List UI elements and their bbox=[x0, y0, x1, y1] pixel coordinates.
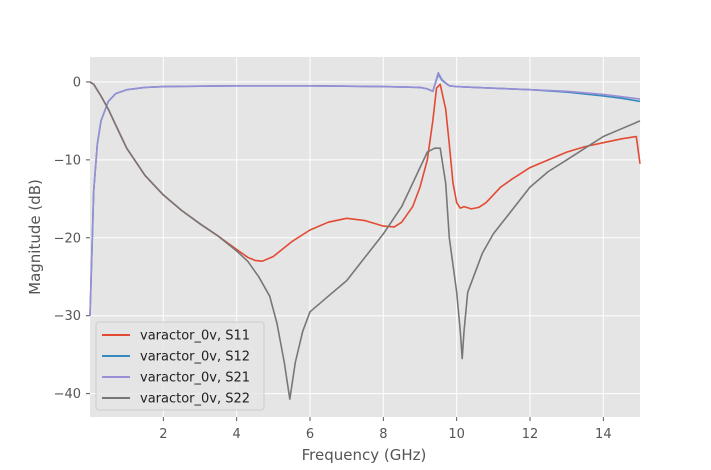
y-tick-label: −30 bbox=[54, 309, 81, 324]
x-tick-label: 12 bbox=[522, 427, 539, 442]
grid-lines bbox=[90, 57, 640, 417]
x-tick-label: 6 bbox=[306, 427, 314, 442]
legend-label-1: varactor_0v, S11 bbox=[140, 329, 250, 344]
x-tick-label: 8 bbox=[379, 427, 387, 442]
x-axis-ticks: 2 4 6 8 10 12 14 bbox=[159, 417, 612, 442]
legend-label-3: varactor_0v, S21 bbox=[140, 371, 250, 386]
x-tick-label: 2 bbox=[159, 427, 167, 442]
series-line-4 bbox=[89, 81, 641, 400]
y-tick-label: −10 bbox=[54, 153, 81, 168]
legend-label-4: varactor_0v, S22 bbox=[140, 392, 250, 407]
series-line-3 bbox=[89, 71, 641, 316]
x-tick-label: 14 bbox=[595, 427, 612, 442]
y-tick-label: −40 bbox=[54, 387, 81, 402]
legend: varactor_0v, S11 varactor_0v, S12 varactor… bbox=[95, 321, 265, 411]
y-axis-label: Magnitude (dB) bbox=[26, 179, 44, 295]
legend-box bbox=[95, 321, 265, 411]
legend-label-2: varactor_0v, S12 bbox=[140, 350, 250, 365]
series-layer bbox=[89, 71, 641, 400]
x-tick-label: 10 bbox=[448, 427, 465, 442]
y-tick-label: 0 bbox=[73, 75, 81, 90]
y-axis-ticks: 0 −10 −20 −30 −40 bbox=[54, 75, 90, 402]
x-tick-label: 4 bbox=[233, 427, 241, 442]
y-tick-label: −20 bbox=[54, 231, 81, 246]
x-axis-label: Frequency (GHz) bbox=[302, 446, 427, 464]
